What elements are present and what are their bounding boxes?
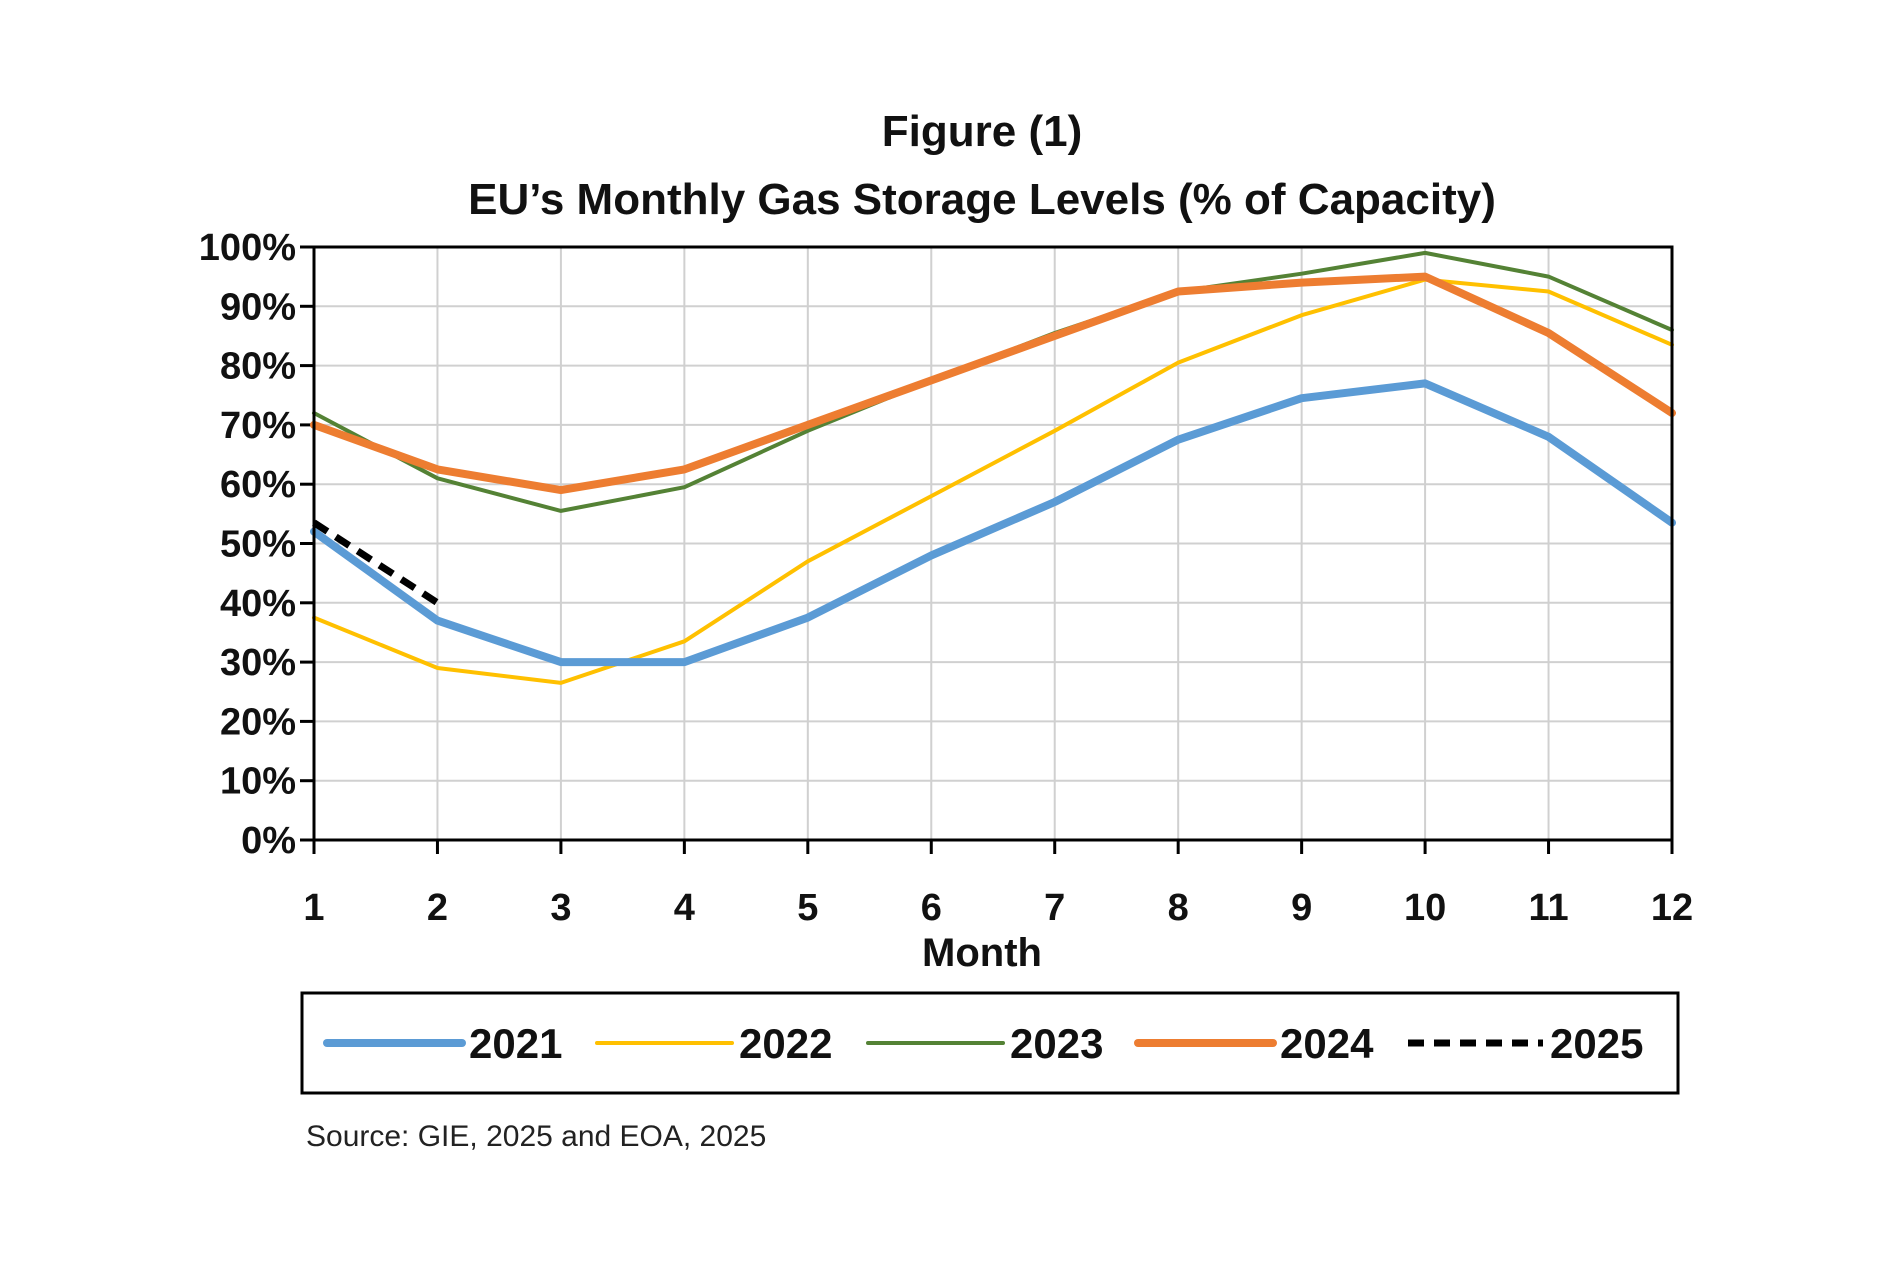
legend-label-2024: 2024 xyxy=(1280,1020,1374,1067)
y-tick-label: 0% xyxy=(241,820,296,862)
y-tick-label: 30% xyxy=(220,642,296,684)
y-tick-label: 20% xyxy=(220,701,296,743)
legend: 2021 2022 2023 2024 2025 xyxy=(323,1020,1643,1067)
x-axis-ticks: 1 2 3 4 5 6 7 8 9 10 11 12 xyxy=(303,840,1693,929)
gridlines xyxy=(313,246,1673,841)
x-tick-label: 8 xyxy=(1168,887,1189,929)
y-tick-label: 50% xyxy=(220,524,296,566)
chart-subtitle: EU’s Monthly Gas Storage Levels (% of Ca… xyxy=(468,175,1496,224)
x-tick-label: 11 xyxy=(1528,887,1568,929)
y-tick-label: 100% xyxy=(199,227,296,269)
legend-label-2022: 2022 xyxy=(739,1020,832,1067)
y-tick-label: 70% xyxy=(220,405,296,447)
legend-label-2021: 2021 xyxy=(469,1020,562,1067)
source-note: Source: GIE, 2025 and EOA, 2025 xyxy=(306,1120,766,1153)
x-tick-label: 3 xyxy=(550,887,571,929)
plot-border xyxy=(312,245,1674,842)
x-tick-label: 5 xyxy=(797,887,818,929)
legend-label-2023: 2023 xyxy=(1010,1020,1103,1067)
x-tick-label: 12 xyxy=(1651,887,1693,929)
x-tick-label: 4 xyxy=(674,887,695,929)
x-tick-label: 10 xyxy=(1404,887,1446,929)
x-axis-title: Month xyxy=(922,931,1042,975)
x-tick-label: 1 xyxy=(303,887,324,929)
x-tick-label: 9 xyxy=(1291,887,1312,929)
chart-title: Figure (1) xyxy=(882,107,1082,156)
series-line-2024 xyxy=(310,272,1676,495)
y-tick-label: 80% xyxy=(220,346,296,388)
series-line-2025 xyxy=(312,519,440,606)
y-tick-label: 90% xyxy=(220,286,296,328)
y-tick-label: 10% xyxy=(220,761,296,803)
series-line-2021 xyxy=(310,379,1676,667)
series-lines xyxy=(310,250,1676,685)
series-line-2022 xyxy=(312,277,1674,685)
x-tick-label: 2 xyxy=(427,887,448,929)
y-axis-ticks: 0% 10% 20% 30% 40% 50% 60% 70% 80% 90% 100% xyxy=(199,227,314,862)
series-line-2023 xyxy=(312,250,1674,513)
y-tick-label: 40% xyxy=(220,583,296,625)
legend-label-2025: 2025 xyxy=(1550,1020,1643,1067)
x-tick-label: 6 xyxy=(921,887,942,929)
x-tick-label: 7 xyxy=(1044,887,1065,929)
y-tick-label: 60% xyxy=(220,464,296,506)
